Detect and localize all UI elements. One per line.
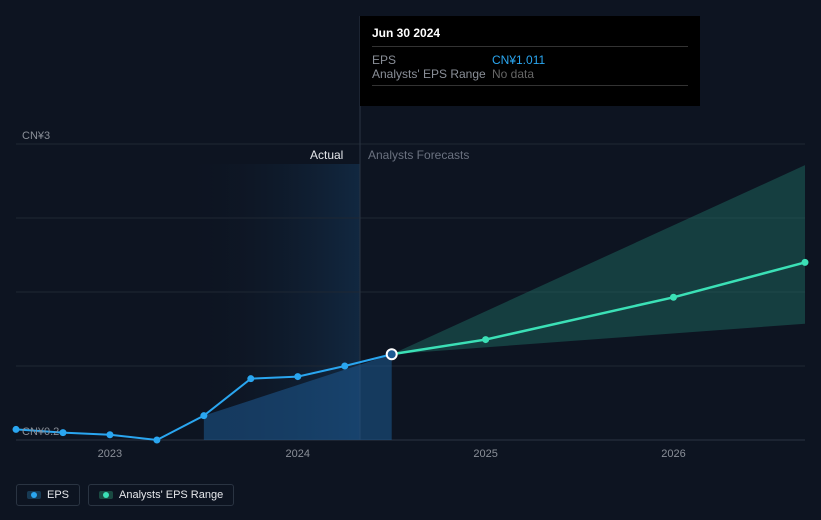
forecast-marker[interactable] [482, 336, 489, 343]
actual-marker[interactable] [341, 363, 348, 370]
x-axis-label: 2026 [661, 448, 685, 460]
legend-item[interactable]: EPS [16, 484, 80, 506]
actual-marker[interactable] [294, 373, 301, 380]
x-axis-label: 2023 [98, 448, 122, 460]
y-axis-label: CN¥0.2 [22, 426, 59, 438]
tooltip-row: Analysts' EPS RangeNo data [372, 67, 688, 81]
legend-label: EPS [47, 489, 69, 501]
chart-legend: EPS Analysts' EPS Range [16, 484, 234, 506]
tooltip-row-key: Analysts' EPS Range [372, 67, 492, 81]
forecast-marker[interactable] [802, 259, 809, 266]
legend-item[interactable]: Analysts' EPS Range [88, 484, 234, 506]
actual-marker[interactable] [200, 412, 207, 419]
highlight-marker[interactable] [387, 349, 397, 359]
actual-marker[interactable] [59, 429, 66, 436]
actual-marker[interactable] [13, 426, 20, 433]
x-axis-label: 2024 [286, 448, 310, 460]
x-axis-label: 2025 [473, 448, 497, 460]
tooltip-row-value: CN¥1.011 [492, 53, 545, 67]
chart-tooltip: Jun 30 2024 EPSCN¥1.011Analysts' EPS Ran… [360, 16, 700, 106]
legend-swatch-icon [27, 491, 41, 499]
actual-marker[interactable] [247, 375, 254, 382]
legend-label: Analysts' EPS Range [119, 489, 223, 501]
tooltip-row-key: EPS [372, 53, 492, 67]
actual-marker[interactable] [153, 437, 160, 444]
tooltip-row-value: No data [492, 67, 534, 81]
chart-container: Jun 30 2024 EPSCN¥1.011Analysts' EPS Ran… [0, 0, 821, 520]
forecast-range-band [392, 165, 805, 354]
tooltip-divider [372, 46, 688, 47]
tooltip-date: Jun 30 2024 [372, 26, 688, 40]
tooltip-row: EPSCN¥1.011 [372, 53, 688, 67]
forecast-marker[interactable] [670, 294, 677, 301]
legend-swatch-icon [99, 491, 113, 499]
actual-marker[interactable] [106, 431, 113, 438]
y-axis-label: CN¥3 [22, 130, 50, 142]
tooltip-divider [372, 85, 688, 86]
section-label-actual: Actual [310, 148, 343, 162]
section-label-forecast: Analysts Forecasts [368, 148, 469, 162]
